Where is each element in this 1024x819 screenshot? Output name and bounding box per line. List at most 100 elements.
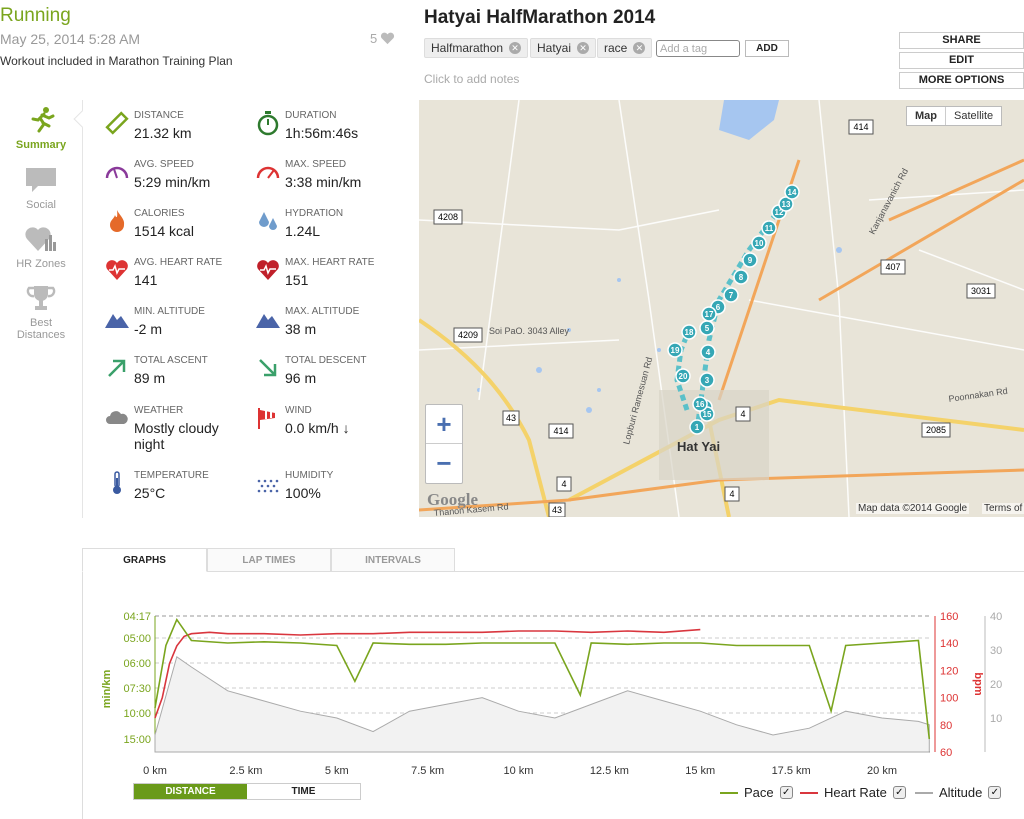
water-drops-icon: [259, 212, 277, 230]
activity-date: May 25, 2014 5:28 AM: [0, 31, 141, 47]
nav-hr-zones[interactable]: HR Zones: [8, 225, 74, 270]
map-view-button[interactable]: Map: [907, 107, 946, 125]
route-marker[interactable]: [692, 396, 708, 412]
route-marker[interactable]: [667, 342, 683, 358]
legend-heart-rate[interactable]: Heart Rate ✓: [800, 785, 906, 800]
speedometer-icon: [105, 166, 129, 179]
route-marker[interactable]: [733, 269, 749, 285]
workout-chart[interactable]: 04:17 05:00 06:00 07:30 10:00 15:00 160 140 120 1…: [100, 604, 1024, 782]
legend-checkbox[interactable]: ✓: [988, 786, 1002, 799]
nav-social[interactable]: Social: [8, 166, 74, 211]
y-tick-label-altitude: 10: [990, 713, 1002, 725]
nav-summary[interactable]: Summary: [8, 106, 74, 151]
route-marker[interactable]: [723, 287, 739, 303]
road-shield-4b: 4: [561, 479, 566, 489]
add-tag-input[interactable]: [656, 40, 740, 57]
map-credit: Map data ©2014 Google: [856, 503, 970, 514]
y-tick-label-hr: 160: [940, 611, 958, 623]
training-plan-note: Workout included in Marathon Training Pl…: [0, 54, 233, 68]
speedometer-max-icon: [256, 166, 280, 179]
y-tick-label-pace: 06:00: [123, 658, 151, 670]
add-tag-button[interactable]: ADD: [745, 40, 789, 57]
route-marker[interactable]: [701, 306, 717, 322]
route-marker-label: 16: [696, 400, 705, 409]
nav-hr-zones-label: HR Zones: [16, 258, 66, 270]
legend-checkbox[interactable]: ✓: [892, 786, 906, 799]
zoom-in-button[interactable]: +: [426, 405, 462, 444]
y-tick-label-pace: 07:30: [123, 683, 151, 695]
y-axis-label-pace: min/km: [101, 670, 113, 709]
more-options-button[interactable]: MORE OPTIONS: [899, 72, 1024, 89]
route-marker-label: 20: [679, 372, 688, 381]
route-marker[interactable]: [689, 419, 705, 435]
route-markers: 1234567891011121314151617181920: [667, 184, 800, 435]
nav-social-label: Social: [26, 199, 56, 211]
route-marker[interactable]: [742, 252, 758, 268]
route-map[interactable]: 1234567891011121314151617181920 414 4208…: [419, 100, 1024, 517]
tag-label: Halfmarathon: [431, 41, 504, 55]
y-tick-label-pace: 10:00: [123, 708, 151, 720]
legend-checkbox[interactable]: ✓: [779, 786, 793, 799]
remove-tag-icon[interactable]: ✕: [509, 42, 522, 54]
legend-altitude[interactable]: Altitude ✓: [915, 785, 1002, 800]
route-marker[interactable]: [784, 184, 800, 200]
like-button[interactable]: 5: [370, 31, 395, 46]
legend-line: [720, 791, 738, 794]
notes-field[interactable]: Click to add notes: [424, 72, 520, 86]
route-marker[interactable]: [675, 368, 691, 384]
legend-label: Altitude: [939, 785, 983, 800]
ruler-icon: [105, 111, 129, 135]
y-tick-label-pace: 04:17: [123, 611, 151, 623]
route-marker-label: 17: [705, 310, 714, 319]
map-canvas: 1234567891011121314151617181920 414 4208…: [419, 100, 1024, 517]
runner-icon: [31, 107, 55, 133]
street-label: Soi PaO. 3043 Alley: [489, 326, 570, 336]
road-shield-4209: 4209: [458, 330, 478, 340]
route-marker[interactable]: [778, 196, 794, 212]
route-marker-label: 13: [782, 200, 791, 209]
map-terms-link[interactable]: Terms of: [982, 503, 1024, 514]
tab-intervals[interactable]: INTERVALS: [331, 548, 455, 572]
route-marker[interactable]: [751, 235, 767, 251]
legend-pace[interactable]: Pace ✓: [720, 785, 793, 800]
remove-tag-icon[interactable]: ✕: [577, 42, 590, 54]
y-tick-label-altitude: 20: [990, 679, 1002, 691]
y-tick-label-hr: 60: [940, 747, 952, 759]
route-marker-label: 19: [671, 346, 680, 355]
zoom-out-button[interactable]: −: [436, 448, 452, 478]
activity-type: Running: [0, 5, 71, 26]
x-tick-label: 17.5 km: [772, 765, 811, 777]
road-shield-4: 4: [740, 409, 745, 419]
street-label: Poonnakan Rd: [948, 386, 1008, 404]
route-marker[interactable]: [761, 220, 777, 236]
route-marker[interactable]: [681, 324, 697, 340]
remove-tag-icon[interactable]: ✕: [633, 42, 646, 54]
workout-title[interactable]: Hatyai HalfMarathon 2014: [424, 7, 656, 28]
y-axis-label-hr: bpm: [972, 672, 984, 695]
y-tick-label-pace: 05:00: [123, 633, 151, 645]
nav-best-distances[interactable]: Best Distances: [8, 284, 74, 341]
x-tick-label: 2.5 km: [229, 765, 262, 777]
city-label: Hat Yai: [677, 439, 720, 454]
mountain-icon: [256, 314, 280, 328]
nav-summary-label: Summary: [15, 139, 67, 151]
nav-distances-label: Distances: [16, 329, 66, 341]
street-label: Lopburi Ramesuan Rd: [621, 356, 654, 446]
x-tick-label: 0 km: [143, 765, 167, 777]
tab-lap-times[interactable]: LAP TIMES: [207, 548, 331, 572]
route-marker[interactable]: [700, 344, 716, 360]
route-marker-label: 18: [685, 328, 694, 337]
tabs-bar: [82, 548, 1024, 572]
route-marker-label: 9: [748, 256, 753, 265]
edit-button[interactable]: EDIT: [899, 52, 1024, 69]
tab-graphs[interactable]: GRAPHS: [82, 548, 207, 572]
x-tick-label: 20 km: [867, 765, 897, 777]
route-marker[interactable]: [699, 372, 715, 388]
satellite-view-button[interactable]: Satellite: [954, 110, 994, 122]
share-button[interactable]: SHARE: [899, 32, 1024, 49]
zoom-control: + −: [425, 404, 463, 484]
time-mode-button[interactable]: TIME: [247, 784, 360, 799]
heart-rate-series: [154, 628, 701, 719]
distance-mode-button[interactable]: DISTANCE: [134, 784, 247, 799]
x-tick-label: 7.5 km: [411, 765, 444, 777]
